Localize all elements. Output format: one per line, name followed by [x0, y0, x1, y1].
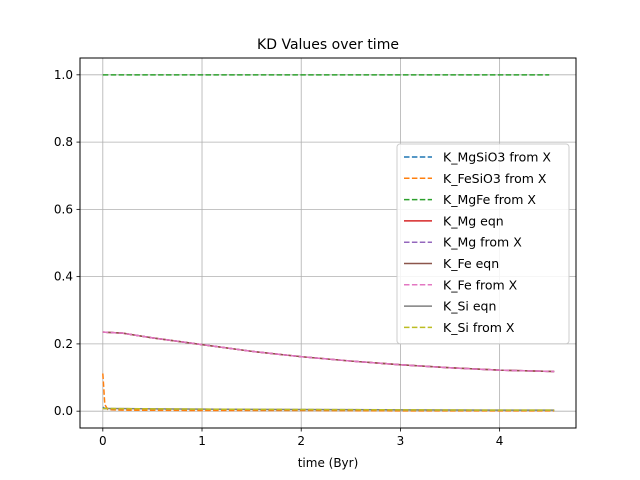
legend-label: K_Mg eqn [443, 213, 504, 228]
legend-label: K_MgFe from X [443, 192, 536, 207]
x-tick-label: 4 [496, 434, 504, 448]
series-line-k-fesio3-from-x [102, 373, 555, 412]
y-tick-label: 1.0 [54, 68, 73, 82]
plot-frame [79, 57, 577, 429]
x-tick-label: 3 [397, 434, 405, 448]
chart-title: KD Values over time [257, 37, 399, 53]
y-tick-label: 0.4 [54, 270, 73, 284]
legend-label: K_Si eqn [443, 299, 496, 314]
series-line-k-fe-from-x [102, 331, 555, 373]
series-line-k-si-from-x [102, 407, 555, 411]
x-tick-label: 0 [99, 434, 107, 448]
y-tick-label: 0.0 [54, 404, 73, 418]
y-tick-label: 0.2 [54, 337, 73, 351]
series-layer [102, 74, 555, 412]
y-tick-label: 0.8 [54, 135, 73, 149]
legend-box [396, 143, 570, 345]
legend-label: K_MgSiO3 from X [443, 150, 551, 165]
legend-label: K_Fe eqn [443, 256, 499, 271]
x-axis-label: time (Byr) [298, 456, 359, 470]
legend: K_MgSiO3 from X K_FeSiO3 from X K_MgFe fro… [396, 143, 570, 345]
y-axis: 0.0 0.2 0.4 0.6 0.8 1.0 [54, 68, 80, 418]
x-axis: 0 1 2 3 4 [99, 428, 503, 448]
legend-label: K_FeSiO3 from X [443, 171, 547, 186]
legend-label: K_Fe from X [443, 277, 518, 292]
x-tick-label: 1 [198, 434, 206, 448]
legend-label: K_Si from X [443, 320, 515, 335]
y-tick-label: 0.6 [54, 202, 73, 216]
x-tick-label: 2 [297, 434, 305, 448]
legend-label: K_Mg from X [443, 235, 522, 250]
